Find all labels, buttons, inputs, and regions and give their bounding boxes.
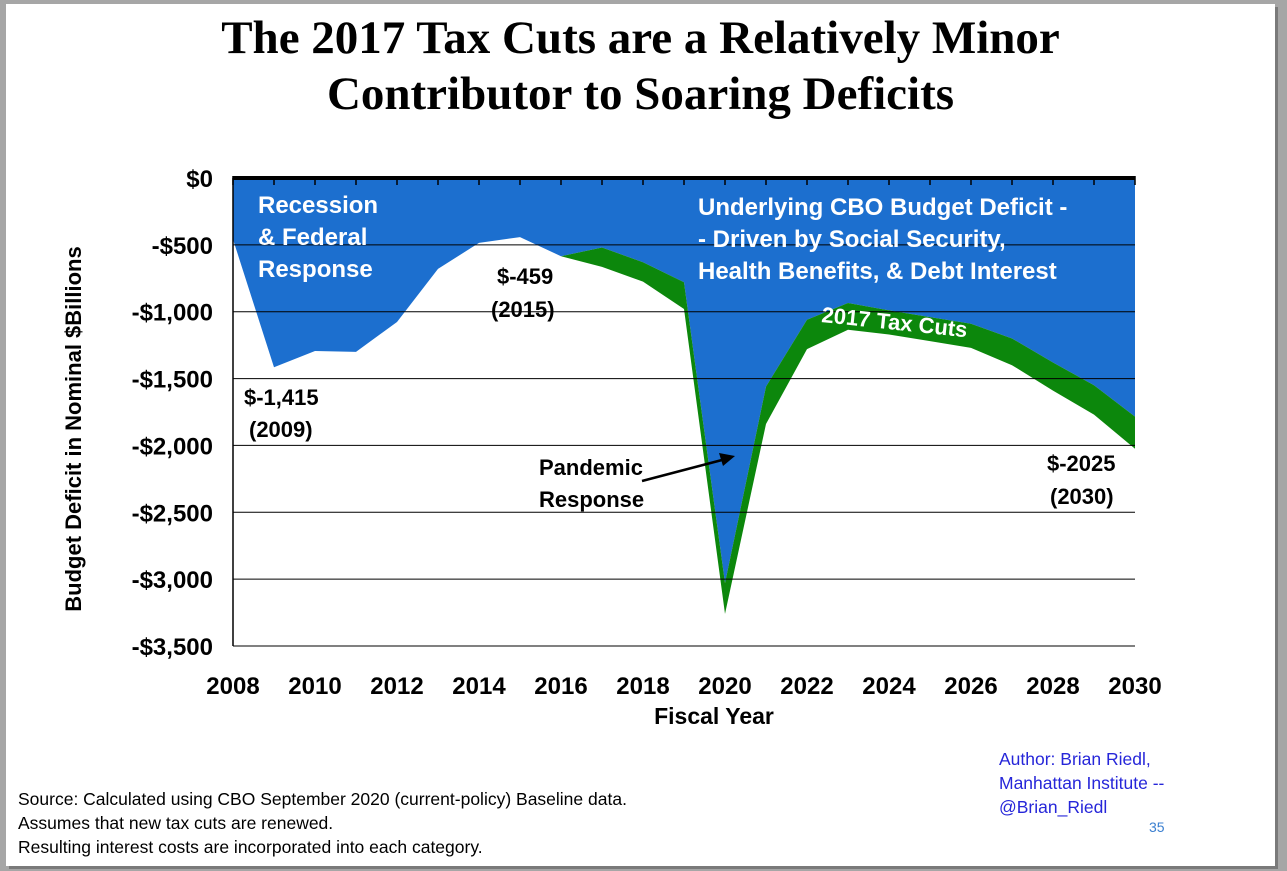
- pandemic-line-2: Response: [539, 487, 644, 512]
- x-tick-label: 2016: [534, 673, 587, 700]
- pandemic-line-1: Pandemic: [539, 455, 643, 480]
- label-2009-year: (2009): [249, 417, 313, 442]
- label-2030-value: $-2025: [1047, 451, 1116, 476]
- pandemic-arrow: [641, 453, 735, 483]
- recession-line-1: Recession: [258, 192, 378, 219]
- source-line: Source: Calculated using CBO September 2…: [18, 789, 627, 809]
- label-2015-value: $-459: [497, 264, 553, 289]
- y-tick-label: -$1,500: [132, 367, 213, 394]
- y-tick-label: -$1,000: [132, 300, 213, 327]
- author-line: Manhattan Institute --: [999, 773, 1165, 793]
- label-2030: $-2025 (2030): [1047, 451, 1116, 509]
- page-number: 35: [1149, 819, 1165, 835]
- y-tick-label: -$2,500: [132, 500, 213, 527]
- y-tick-label: -$3,500: [132, 634, 213, 661]
- author-line: @Brian_Riedl: [999, 797, 1108, 817]
- x-tick-label: 2010: [288, 673, 341, 700]
- x-tick-label: 2008: [206, 673, 259, 700]
- annotation-recession: Recession & Federal Response: [258, 192, 378, 283]
- x-tick-label: 2020: [698, 673, 751, 700]
- label-2009-value: $-1,415: [244, 385, 319, 410]
- source-line: Assumes that new tax cuts are renewed.: [18, 813, 334, 833]
- axes: [232, 176, 1136, 646]
- x-tick-label: 2028: [1026, 673, 1079, 700]
- y-axis-label: Budget Deficit in Nominal $Billions: [61, 246, 86, 611]
- slide: The 2017 Tax Cuts are a Relatively Minor…: [6, 4, 1275, 866]
- chart-areas: [233, 178, 1135, 614]
- x-tick-label: 2030: [1108, 673, 1161, 700]
- underlying-line-3: Health Benefits, & Debt Interest: [698, 258, 1057, 285]
- y-tick-label: $0: [186, 166, 213, 193]
- y-tick-label: -$2,000: [132, 433, 213, 460]
- label-2030-year: (2030): [1050, 484, 1114, 509]
- source-line: Resulting interest costs are incorporate…: [18, 837, 483, 857]
- x-tick-label: 2022: [780, 673, 833, 700]
- title-line-1: The 2017 Tax Cuts are a Relatively Minor: [221, 12, 1060, 64]
- recession-line-2: & Federal: [258, 224, 367, 251]
- underlying-line-2: - Driven by Social Security,: [698, 226, 1006, 253]
- x-axis-label: Fiscal Year: [654, 703, 774, 729]
- deficit-chart: $0 -$500 -$1,000 -$1,500 -$2,000 -$2,500 -$3,0…: [61, 166, 1162, 729]
- author-credit: Author: Brian Riedl, Manhattan Institute…: [999, 747, 1164, 819]
- y-tick-label: -$500: [152, 233, 213, 260]
- annotation-underlying: Underlying CBO Budget Deficit - - Driven…: [698, 194, 1067, 285]
- y-tick-label: -$3,000: [132, 567, 213, 594]
- label-2015: $-459 (2015): [491, 264, 555, 322]
- tax-cuts-area: [233, 237, 1135, 614]
- x-tick-label: 2014: [452, 673, 506, 700]
- recession-line-3: Response: [258, 256, 373, 283]
- x-tick-label: 2018: [616, 673, 669, 700]
- gridlines: [233, 244, 1135, 647]
- x-tick-labels: 2008 2010 2012 2014 2016 2018 2020 2022 2024 2026…: [206, 673, 1161, 700]
- x-tick-label: 2024: [862, 673, 916, 700]
- label-2009: $-1,415 (2009): [244, 385, 319, 442]
- title-line-2: Contributor to Soaring Deficits: [326, 68, 955, 120]
- annotation-pandemic: Pandemic Response: [539, 455, 644, 512]
- author-line: Author: Brian Riedl,: [999, 749, 1151, 769]
- source-note: Source: Calculated using CBO September 2…: [18, 787, 627, 859]
- x-tick-label: 2012: [370, 673, 423, 700]
- y-tick-labels: $0 -$500 -$1,000 -$1,500 -$2,000 -$2,500 -$3,0…: [132, 166, 213, 661]
- underlying-deficit-area: [233, 178, 1135, 584]
- underlying-line-1: Underlying CBO Budget Deficit -: [698, 194, 1067, 221]
- slide-title: The 2017 Tax Cuts are a Relatively Minor…: [6, 10, 1275, 122]
- x-tick-label: 2026: [944, 673, 997, 700]
- label-2015-year: (2015): [491, 297, 555, 322]
